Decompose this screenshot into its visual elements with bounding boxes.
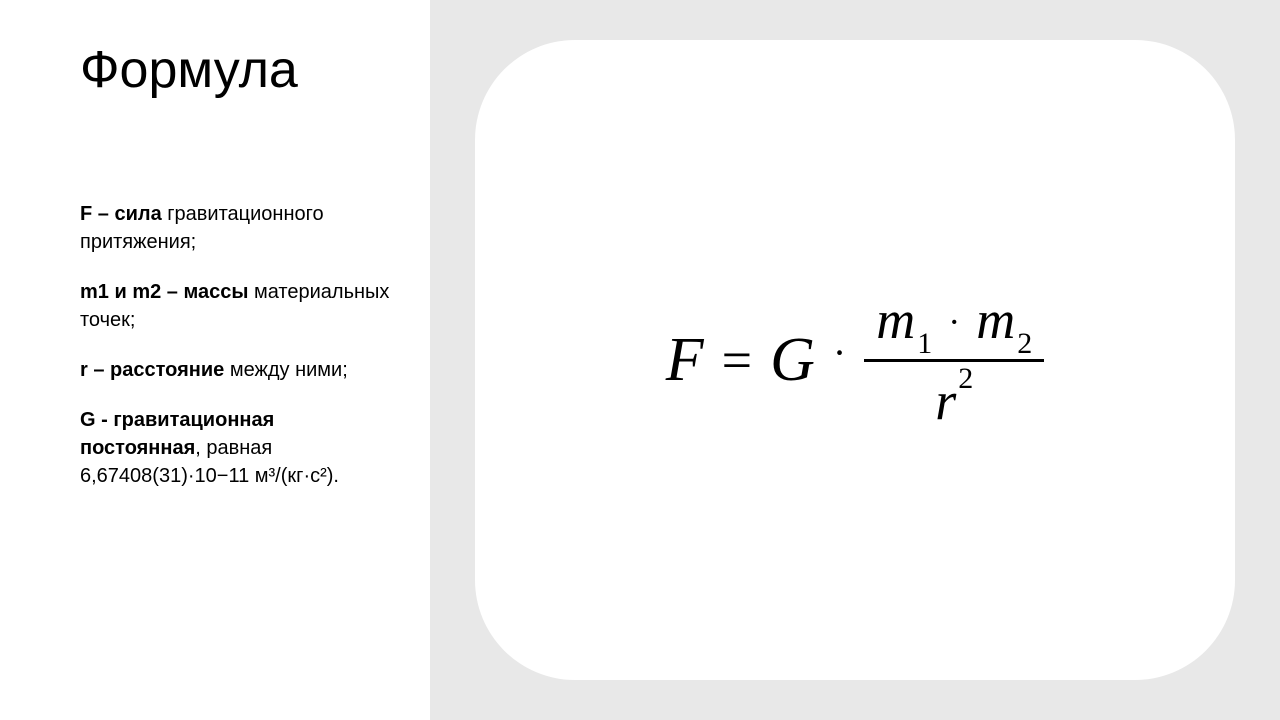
def-bold: r – расстояние (80, 359, 224, 381)
def-rest: между ними; (224, 359, 348, 381)
formula-r: r (935, 370, 956, 432)
formula-m1: m (876, 289, 915, 351)
left-panel: Формула F – сила гравитационного притяже… (0, 0, 430, 720)
definitions-list: F – сила гравитационного притяжения; m1 … (80, 200, 390, 490)
formula-m2: m (976, 289, 1015, 351)
numerator: m1 · m2 (864, 289, 1044, 359)
formula-F: F (666, 325, 704, 396)
formula-G: G (770, 325, 815, 396)
equals-sign: = (722, 329, 752, 391)
fraction: m1 · m2 r2 (864, 289, 1044, 432)
def-item: r – расстояние между ними; (80, 356, 390, 384)
def-item: G - гравитационная постоянная, равная 6,… (80, 406, 390, 490)
def-item: F – сила гравитационного притяжения; (80, 200, 390, 256)
gravity-formula: F = G · m1 · m2 r2 (666, 289, 1044, 432)
multiply-dot: · (948, 301, 960, 343)
def-item: m1 и m2 – массы материальных точек; (80, 278, 390, 334)
subscript-2: 2 (1017, 327, 1032, 361)
def-bold: F – сила (80, 203, 162, 225)
formula-card: F = G · m1 · m2 r2 (475, 40, 1235, 680)
multiply-dot: · (833, 329, 846, 376)
superscript-2: 2 (958, 362, 973, 396)
page-title: Формула (80, 40, 390, 100)
right-panel: F = G · m1 · m2 r2 (430, 0, 1280, 720)
subscript-1: 1 (917, 327, 932, 361)
denominator: r2 (935, 362, 973, 432)
def-bold: m1 и m2 – массы (80, 281, 248, 303)
